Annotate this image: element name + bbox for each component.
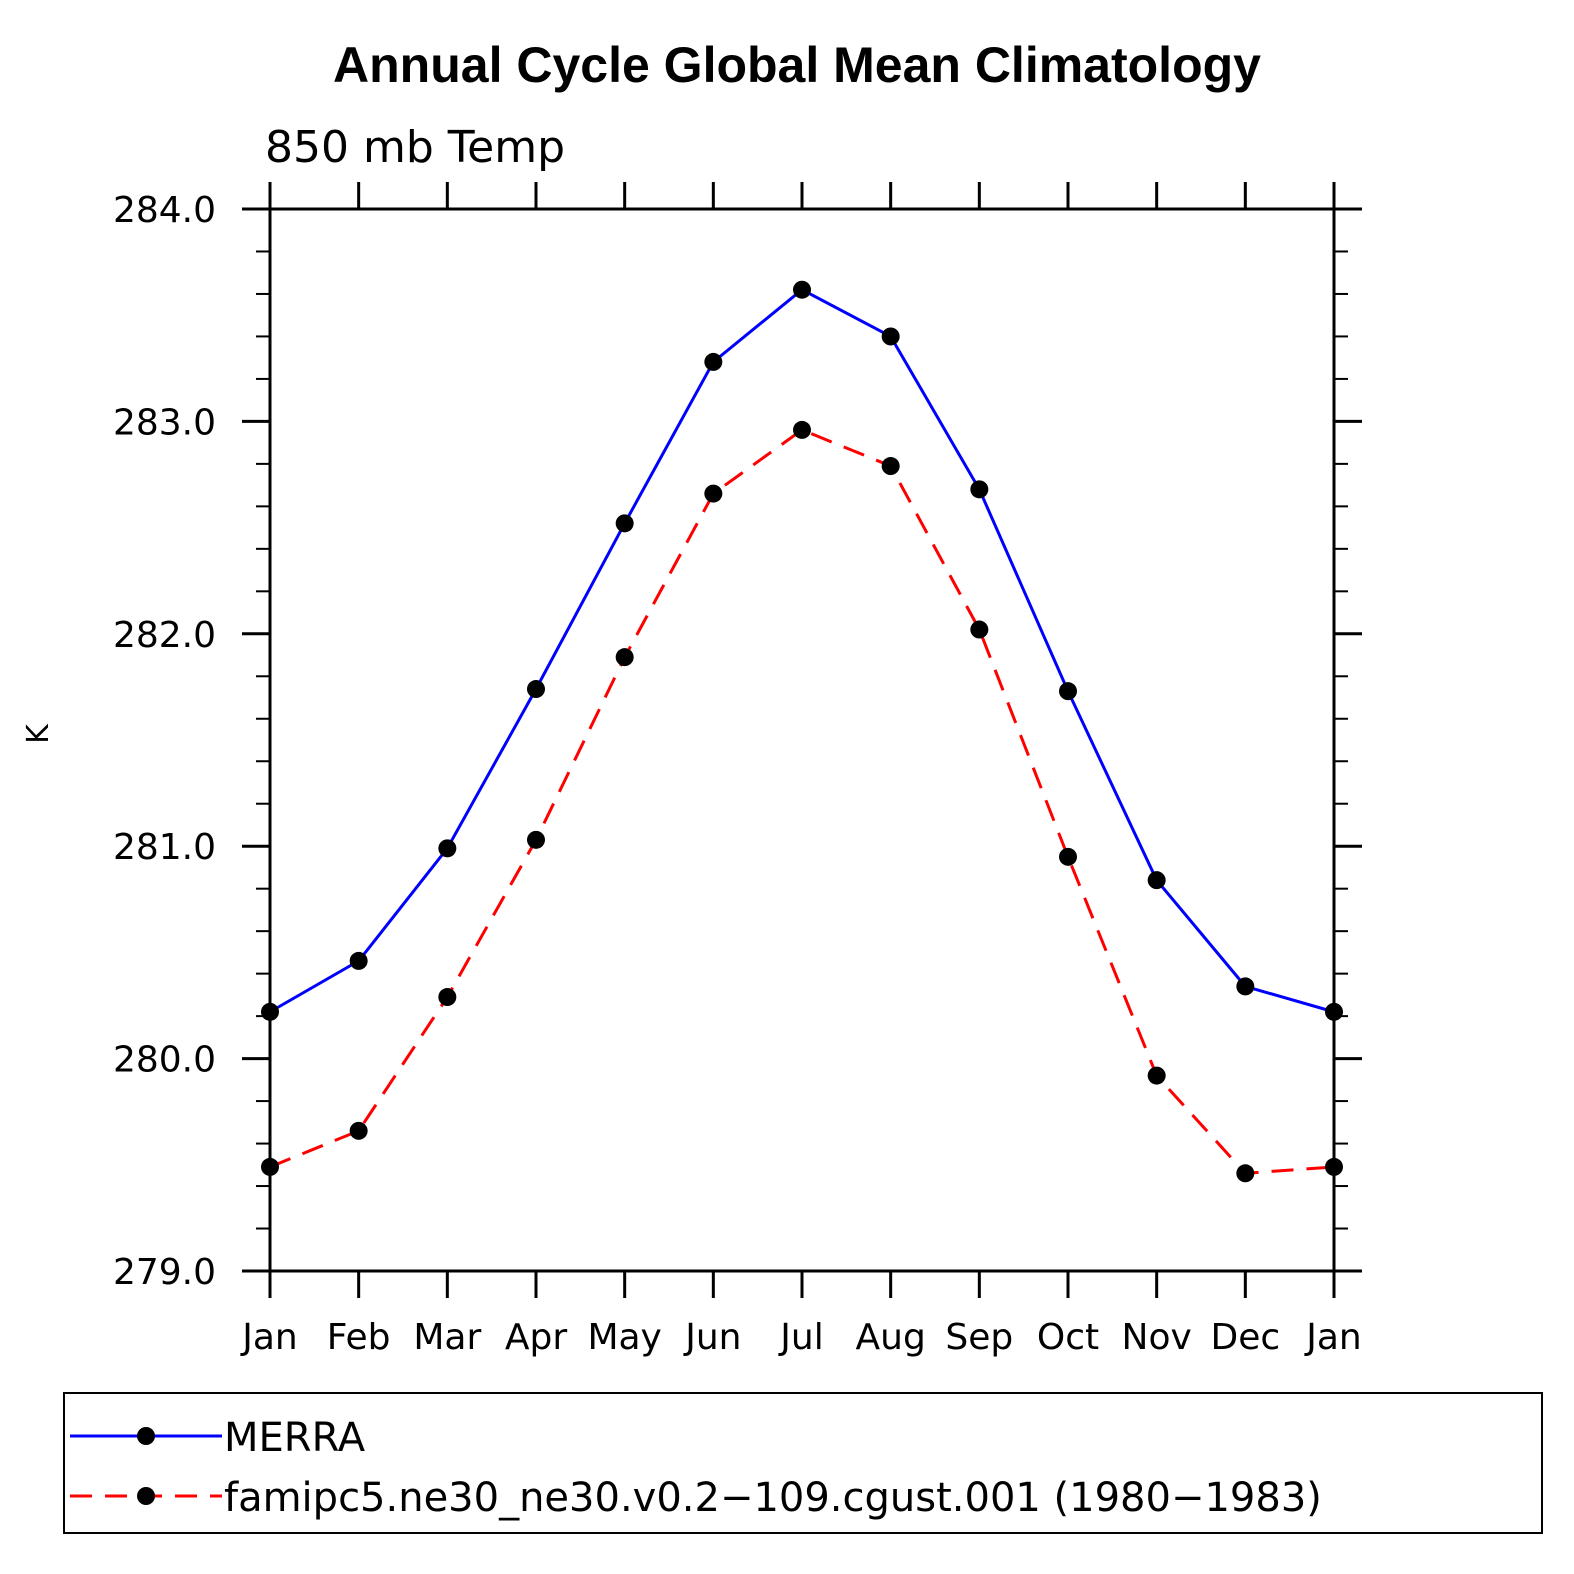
x-tick-label: Jun	[683, 1317, 741, 1358]
series-1-point	[438, 839, 457, 858]
series-line-1	[269, 287, 1335, 1014]
series-1-point	[615, 514, 634, 533]
series-1-point	[349, 951, 368, 970]
y-tick-label: 279.0	[113, 1252, 216, 1293]
x-tick-label: Oct	[1037, 1317, 1099, 1358]
series-2-point	[1059, 847, 1077, 866]
series-line-2	[269, 428, 1335, 1175]
legend-box	[63, 1392, 1543, 1534]
x-tick-label: Apr	[505, 1317, 567, 1358]
series-1-point	[793, 280, 811, 299]
y-axis-label: K	[21, 723, 56, 744]
series-layer	[261, 280, 1343, 1183]
x-tick-label: Feb	[327, 1317, 391, 1358]
series-2-point	[615, 648, 634, 667]
x-tick-label: Nov	[1122, 1317, 1192, 1358]
x-tick-label: Aug	[856, 1317, 926, 1358]
series-2-point	[704, 484, 723, 503]
y-tick-label: 281.0	[113, 827, 216, 868]
series-2-point	[261, 1157, 279, 1176]
legend: MERRA famipc5.ne30_ne30.v0.2−109.cgust.00…	[70, 1415, 1322, 1521]
x-tick-label: Mar	[413, 1317, 481, 1358]
series-2-point	[438, 988, 457, 1007]
series-1-point	[881, 327, 900, 346]
x-tick-label: Jul	[778, 1317, 823, 1358]
legend-label-2: famipc5.ne30_ne30.v0.2−109.cgust.001 (19…	[224, 1475, 1322, 1521]
legend-marker-1	[137, 1427, 155, 1445]
legend-marker-2	[137, 1487, 155, 1505]
series-1-point	[1325, 1002, 1343, 1021]
x-tick-label: May	[587, 1317, 661, 1358]
axis-ticks	[242, 182, 1362, 1298]
series-1-point	[1059, 682, 1077, 701]
series-1-point	[704, 352, 723, 371]
chart-title: Annual Cycle Global Mean Climatology	[333, 37, 1261, 93]
chart-subtitle: 850 mb Temp	[265, 122, 565, 173]
y-tick-label: 284.0	[113, 190, 216, 231]
series-1-point	[1236, 977, 1255, 996]
x-tick-label: Jan	[240, 1317, 298, 1358]
series-2-point	[970, 620, 989, 639]
x-tick-label: Jan	[1304, 1317, 1362, 1358]
x-tick-label: Dec	[1210, 1317, 1280, 1358]
series-2-point	[793, 420, 811, 439]
series-2-point	[1236, 1164, 1255, 1183]
series-2-point	[527, 830, 545, 849]
plot-frame	[268, 207, 1336, 1273]
x-tick-labels: Jan Feb Mar Apr May Jun Jul Aug Sep Oct Nov Dec Jan	[240, 1317, 1362, 1358]
series-2-point	[349, 1121, 368, 1140]
y-tick-label: 280.0	[113, 1040, 216, 1081]
series-1-point	[1147, 871, 1166, 890]
y-tick-label: 283.0	[113, 402, 216, 443]
y-tick-label: 282.0	[113, 615, 216, 656]
series-2-point	[1147, 1066, 1166, 1085]
legend-label-1: MERRA	[224, 1415, 366, 1461]
y-tick-labels: 279.0 280.0 281.0 282.0 283.0 284.0	[113, 190, 216, 1293]
series-2-point	[1325, 1157, 1343, 1176]
series-1-point	[261, 1002, 279, 1021]
x-tick-label: Sep	[945, 1317, 1013, 1358]
series-2-point	[881, 457, 900, 476]
series-1-point	[527, 680, 545, 699]
series-1-point	[970, 480, 989, 499]
